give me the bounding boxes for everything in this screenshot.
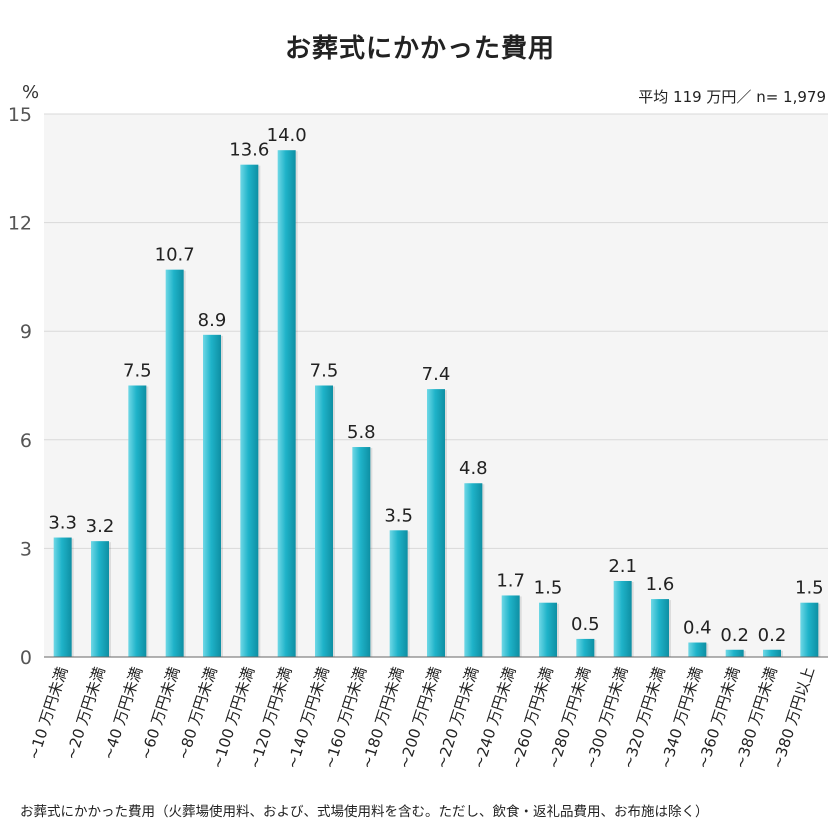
bar xyxy=(165,269,184,657)
bar xyxy=(501,595,520,657)
y-tick-label: 3 xyxy=(20,538,32,560)
data-label: 0.4 xyxy=(683,618,712,639)
data-label: 1.6 xyxy=(646,574,675,595)
data-label: 1.5 xyxy=(795,578,824,599)
data-label: 5.8 xyxy=(347,422,376,443)
bar xyxy=(389,530,408,657)
data-label: 8.9 xyxy=(198,310,227,331)
data-label: 1.7 xyxy=(496,570,525,591)
footnote: お葬式にかかった費用（火葬場使用料、および、式場使用料を含む。ただし、飲食・返礼… xyxy=(20,804,709,820)
data-label: 13.6 xyxy=(229,140,269,161)
data-label: 1.5 xyxy=(534,578,563,599)
chart-title: お葬式にかかった費用 xyxy=(284,34,555,64)
bar xyxy=(464,483,483,657)
data-label: 4.8 xyxy=(459,458,488,479)
data-label: 3.2 xyxy=(86,516,115,537)
bar xyxy=(613,580,632,657)
data-label: 3.3 xyxy=(48,513,77,534)
bar xyxy=(427,389,445,657)
bar xyxy=(128,385,147,657)
bar xyxy=(277,150,296,657)
bar xyxy=(688,642,707,657)
y-tick-label: 0 xyxy=(20,647,32,669)
data-label: 0.2 xyxy=(758,625,787,646)
bar xyxy=(800,602,819,657)
data-label: 3.5 xyxy=(384,505,413,526)
y-tick-label: 6 xyxy=(20,430,32,452)
data-label: 7.5 xyxy=(310,361,339,382)
data-label: 7.4 xyxy=(422,364,451,385)
y-tick-label: 9 xyxy=(20,321,32,343)
data-label: 0.5 xyxy=(571,614,600,635)
bar-chart: 3.3 3.2 7.5 10.7 8.9 13.614.0 7.5 5.8 3.5 7.4 4.8 1… xyxy=(8,104,828,771)
bar xyxy=(539,602,557,657)
bar xyxy=(53,537,72,657)
data-label: 10.7 xyxy=(155,245,195,266)
bar xyxy=(352,447,371,657)
bar xyxy=(240,164,259,657)
y-tick-label: 15 xyxy=(8,104,32,126)
data-label: 2.1 xyxy=(608,556,637,577)
data-label: 14.0 xyxy=(267,125,307,146)
bar xyxy=(91,541,109,657)
data-label: 0.2 xyxy=(720,625,749,646)
data-label: 7.5 xyxy=(123,361,152,382)
y-tick-label: 12 xyxy=(8,213,32,235)
bar xyxy=(203,334,221,657)
summary-label: 平均 119 万円／ n= 1,979 xyxy=(638,88,826,106)
bar xyxy=(651,599,669,657)
y-axis-unit-label: % xyxy=(22,82,40,103)
bar xyxy=(763,649,781,657)
bar xyxy=(315,385,333,657)
bar xyxy=(576,638,595,657)
bar xyxy=(725,649,744,657)
